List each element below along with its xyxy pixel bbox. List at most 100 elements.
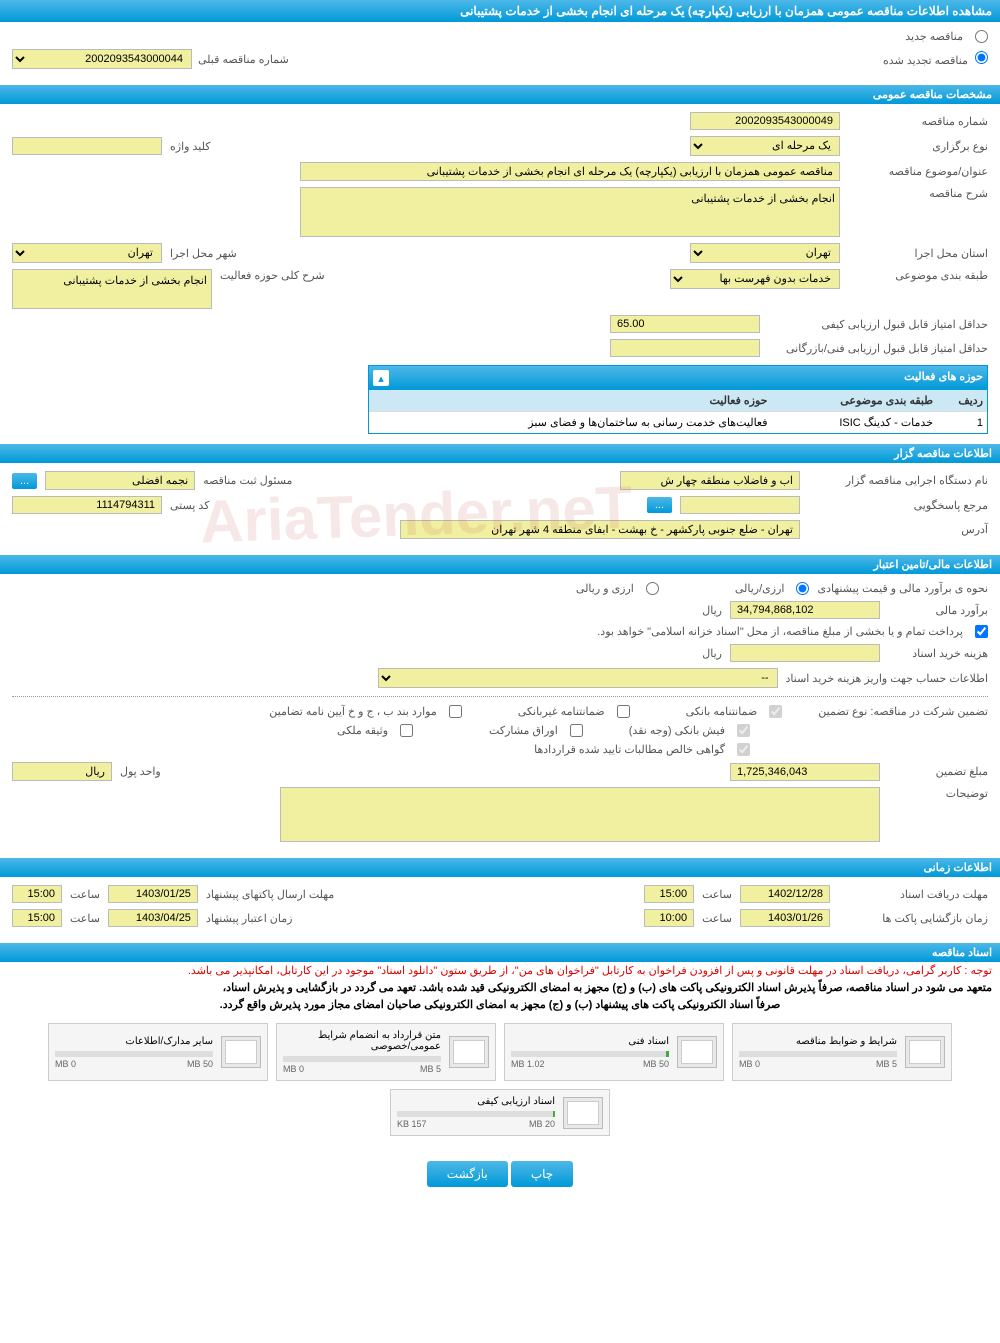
check-g3[interactable] (449, 705, 462, 718)
top-options: مناقصه جدید مناقصه تجدید شده شماره مناقص… (0, 22, 1000, 83)
radio-rial[interactable] (796, 582, 809, 595)
field-doc-time: 15:00 (644, 885, 694, 903)
section-org: نام دستگاه اجرایی مناقصه گزار اب و فاضلا… (0, 463, 1000, 553)
checkbox-treasury[interactable] (975, 625, 988, 638)
doc-meta: 50 MB0 MB (55, 1059, 213, 1069)
select-province[interactable]: تهران (690, 243, 840, 263)
check-g4 (737, 724, 750, 737)
radio-both[interactable] (646, 582, 659, 595)
label-activity: شرح کلی حوزه فعالیت (220, 269, 325, 282)
doc-meta: 50 MB1.02 MB (511, 1059, 669, 1069)
field-activity[interactable]: انجام بخشی از خدمات پشتیبانی (12, 269, 212, 309)
select-type[interactable]: یک مرحله ای (690, 136, 840, 156)
buttons-row: چاپ بازگشت (0, 1146, 1000, 1202)
field-estimate: 34,794,868,102 (730, 601, 880, 619)
label-guarantee-amt: مبلغ تضمین (888, 765, 988, 778)
label-doc-deadline: مهلت دریافت اسناد (838, 888, 988, 901)
response-more-button[interactable]: ... (647, 497, 672, 513)
label-city: شهر محل اجرا (170, 247, 237, 260)
label-account: اطلاعات حساب جهت واریز هزینه خرید اسناد (786, 672, 988, 685)
folder-icon (563, 1097, 603, 1129)
field-validity-time: 15:00 (12, 909, 62, 927)
activity-table: حوزه های فعالیت ▴ ردیف طبقه بندی موضوعی … (368, 365, 988, 434)
notice-1: توجه : کاربر گرامی، دریافت اسناد در مهلت… (0, 962, 1000, 979)
check-g1 (769, 705, 782, 718)
label-time2: ساعت (70, 888, 100, 901)
label-min-quality: حداقل امتیاز قابل قبول ارزیابی کیفی (768, 318, 988, 331)
field-address: تهران - ضلع جنوبی پارکشهر - خ بهشت - ابف… (400, 520, 800, 539)
label-open: زمان بازگشایی پاکت ها (838, 912, 988, 925)
label-response: مرجع پاسخگویی (808, 499, 988, 512)
label-subject: عنوان/موضوع مناقصه (848, 165, 988, 178)
doc-info: متن قرارداد به انضمام شرایط عمومی/خصوصی … (283, 1030, 441, 1074)
doc-title: اسناد فنی (511, 1036, 669, 1047)
field-org: اب و فاضلاب منطقه چهار ش (620, 471, 800, 490)
select-account[interactable]: -- (378, 668, 778, 688)
print-button[interactable]: چاپ (511, 1161, 573, 1187)
field-subject: مناقصه عمومی همزمان با ارزیابی (یکپارچه)… (300, 162, 840, 181)
th-category: طبقه بندی موضوعی (771, 390, 937, 412)
field-desc[interactable]: انجام بخشی از خدمات پشتیبانی (300, 187, 840, 237)
label-desc: شرح مناقصه (848, 187, 988, 200)
field-notes[interactable] (280, 787, 880, 842)
folder-icon (905, 1036, 945, 1068)
doc-title: اسناد ارزیابی کیفی (397, 1096, 555, 1107)
field-tender-no: 2002093543000049 (690, 112, 840, 130)
field-unit: ریال (12, 762, 112, 781)
section-general-header: مشخصات مناقصه عمومی (0, 85, 1000, 104)
section-time-header: اطلاعات زمانی (0, 858, 1000, 877)
label-time4: ساعت (70, 912, 100, 925)
section-finance-header: اطلاعات مالی/تامین اعتبار (0, 555, 1000, 574)
label-address: آدرس (808, 523, 988, 536)
section-docs: توجه : کاربر گرامی، دریافت اسناد در مهلت… (0, 962, 1000, 1146)
field-keyword[interactable] (12, 137, 162, 155)
doc-box[interactable]: اسناد فنی 50 MB1.02 MB (504, 1023, 724, 1081)
field-validity-date: 1403/04/25 (108, 909, 198, 927)
label-prev-tender-no: شماره مناقصه قبلی (198, 53, 289, 66)
doc-title: سایر مدارک/اطلاعات (55, 1036, 213, 1047)
label-treasury: پرداخت تمام و یا بخشی از مبلغ مناقصه، از… (597, 625, 963, 638)
label-postal: کد پستی (170, 499, 209, 512)
activity-table-title: حوزه های فعالیت (904, 370, 983, 386)
field-min-tech (610, 339, 760, 357)
page-title: مشاهده اطلاعات مناقصه عمومی همزمان با ار… (0, 0, 1000, 22)
doc-box[interactable]: شرایط و ضوابط مناقصه 5 MB0 MB (732, 1023, 952, 1081)
label-org: نام دستگاه اجرایی مناقصه گزار (808, 474, 988, 487)
divider (12, 696, 988, 697)
doc-meta: 5 MB0 MB (739, 1059, 897, 1069)
label-time1: ساعت (702, 888, 732, 901)
doc-box[interactable]: اسناد ارزیابی کیفی 20 MB157 KB (390, 1089, 610, 1136)
label-currency2: ریال (702, 647, 722, 660)
select-prev-tender[interactable]: 2002093543000044 (12, 49, 192, 69)
back-button[interactable]: بازگشت (427, 1161, 508, 1187)
doc-title: متن قرارداد به انضمام شرایط عمومی/خصوصی (283, 1030, 441, 1052)
notice-3: صرفاً اسناد الکترونیکی پاکت های پیشنهاد … (0, 996, 1000, 1013)
check-g2[interactable] (617, 705, 630, 718)
progress-bar (55, 1051, 213, 1057)
radio-renewed-tender[interactable] (975, 51, 988, 64)
check-g6[interactable] (400, 724, 413, 737)
doc-title: شرایط و ضوابط مناقصه (739, 1036, 897, 1047)
label-currency1: ریال (702, 604, 722, 617)
label-bid-deadline: مهلت ارسال پاکتهای پیشنهاد (206, 888, 334, 901)
select-category[interactable]: خدمات بدون فهرست بها (670, 269, 840, 289)
doc-info: اسناد ارزیابی کیفی 20 MB157 KB (397, 1096, 555, 1129)
label-opt2: ارزی و ریالی (576, 582, 634, 595)
collapse-icon[interactable]: ▴ (373, 370, 389, 386)
radio-new-tender[interactable] (975, 30, 988, 43)
doc-box[interactable]: سایر مدارک/اطلاعات 50 MB0 MB (48, 1023, 268, 1081)
select-city[interactable]: تهران (12, 243, 162, 263)
progress-bar (739, 1051, 897, 1057)
section-org-header: اطلاعات مناقصه گزار (0, 444, 1000, 463)
folder-icon (677, 1036, 717, 1068)
section-finance: نحوه ی برآورد مالی و قیمت پیشنهادی ارزی/… (0, 574, 1000, 856)
field-open-time: 10:00 (644, 909, 694, 927)
reg-more-button[interactable]: ... (12, 473, 37, 489)
label-doccost: هزینه خرید اسناد (888, 647, 988, 660)
field-reg: نجمه افضلی (45, 471, 195, 490)
doc-box[interactable]: متن قرارداد به انضمام شرایط عمومی/خصوصی … (276, 1023, 496, 1081)
field-guarantee-amt: 1,725,346,043 (730, 763, 880, 781)
field-postal: 1114794311 (12, 496, 162, 514)
label-reg: مسئول ثبت مناقصه (203, 474, 292, 487)
check-g5[interactable] (570, 724, 583, 737)
